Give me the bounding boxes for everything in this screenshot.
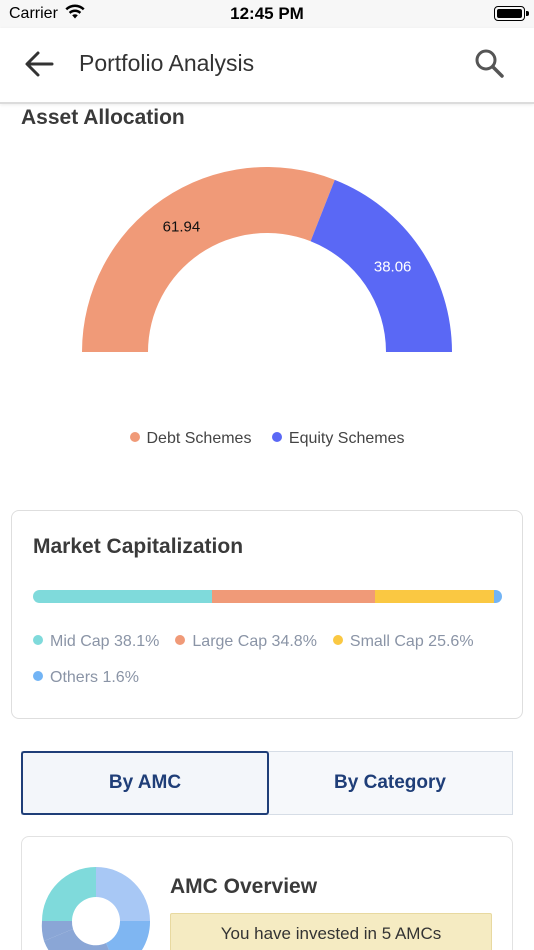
legend-label: Equity Schemes	[288, 430, 405, 447]
legend-dot	[33, 671, 43, 681]
status-bar: Carrier 12:45 PM	[0, 0, 534, 28]
app-header: Portfolio Analysis	[0, 28, 534, 104]
wifi-icon	[64, 4, 86, 25]
page-title: Portfolio Analysis	[79, 50, 255, 76]
tab-by-amc[interactable]: By AMC	[21, 751, 269, 815]
market-cap-segment	[211, 590, 375, 603]
battery-icon	[494, 6, 529, 21]
tab-bar: By AMC By Category	[21, 751, 513, 815]
market-cap-legend-item: Mid Cap 38.1%	[33, 633, 159, 651]
legend-dot	[175, 635, 186, 645]
amc-overview-card: AMC Overview You have invested in 5 AMCs	[21, 836, 513, 950]
legend-dot	[271, 432, 282, 442]
market-cap-legend-item: Others 1.6%	[33, 669, 139, 687]
market-cap-segment	[374, 590, 495, 603]
legend-item-equity[interactable]: Equity Schemes	[271, 430, 405, 448]
market-cap-segment	[494, 590, 502, 603]
legend-item-debt[interactable]: Debt Schemes	[129, 430, 252, 448]
market-cap-segment	[33, 590, 212, 603]
amc-overview-title: AMC Overview	[170, 875, 318, 898]
legend-dot	[33, 635, 43, 645]
gauge-slice-equity[interactable]	[310, 179, 452, 352]
market-cap-legend-label: Mid Cap 38.1%	[50, 633, 160, 650]
donut-segment	[96, 867, 150, 921]
market-cap-legend-item: Large Cap 34.8%	[175, 633, 317, 651]
donut-segment	[41, 921, 73, 941]
donut-segment	[44, 929, 109, 950]
back-button[interactable]	[22, 48, 58, 80]
tab-by-category[interactable]: By Category	[334, 772, 446, 793]
market-cap-card: Market Capitalization Mid Cap 38.1% Large…	[11, 510, 523, 719]
gauge-value-label: 38.06	[374, 258, 412, 275]
market-cap-legend-label: Large Cap 34.8%	[192, 633, 317, 650]
asset-allocation-chart: 61.94 38.06	[82, 167, 452, 352]
donut-segment	[106, 921, 151, 950]
clock: 12:45 PM	[230, 4, 304, 23]
market-cap-legend-label: Others 1.6%	[50, 669, 139, 686]
market-cap-legend-label: Small Cap 25.6%	[349, 633, 474, 650]
amc-donut-chart	[41, 867, 151, 950]
search-icon	[475, 49, 504, 78]
market-cap-bar	[33, 590, 502, 603]
asset-allocation-title: Asset Allocation	[21, 106, 185, 129]
amc-count-note: You have invested in 5 AMCs	[170, 913, 492, 950]
market-cap-legend: Mid Cap 38.1% Large Cap 34.8% Small Cap 25…	[33, 633, 513, 705]
carrier-label: Carrier	[9, 5, 58, 22]
legend-dot	[129, 432, 140, 442]
search-button[interactable]	[470, 44, 508, 82]
legend-dot	[332, 635, 343, 645]
gauge-slice-debt[interactable]	[82, 167, 335, 352]
arrow-left-icon	[25, 51, 54, 77]
gauge-value-label: 61.94	[163, 218, 201, 235]
market-cap-title: Market Capitalization	[33, 535, 244, 558]
legend-label: Debt Schemes	[146, 430, 252, 447]
market-cap-legend-item: Small Cap 25.6%	[332, 633, 474, 651]
donut-segment	[42, 867, 96, 921]
asset-allocation-legend: Debt Schemes Equity Schemes	[0, 430, 534, 448]
